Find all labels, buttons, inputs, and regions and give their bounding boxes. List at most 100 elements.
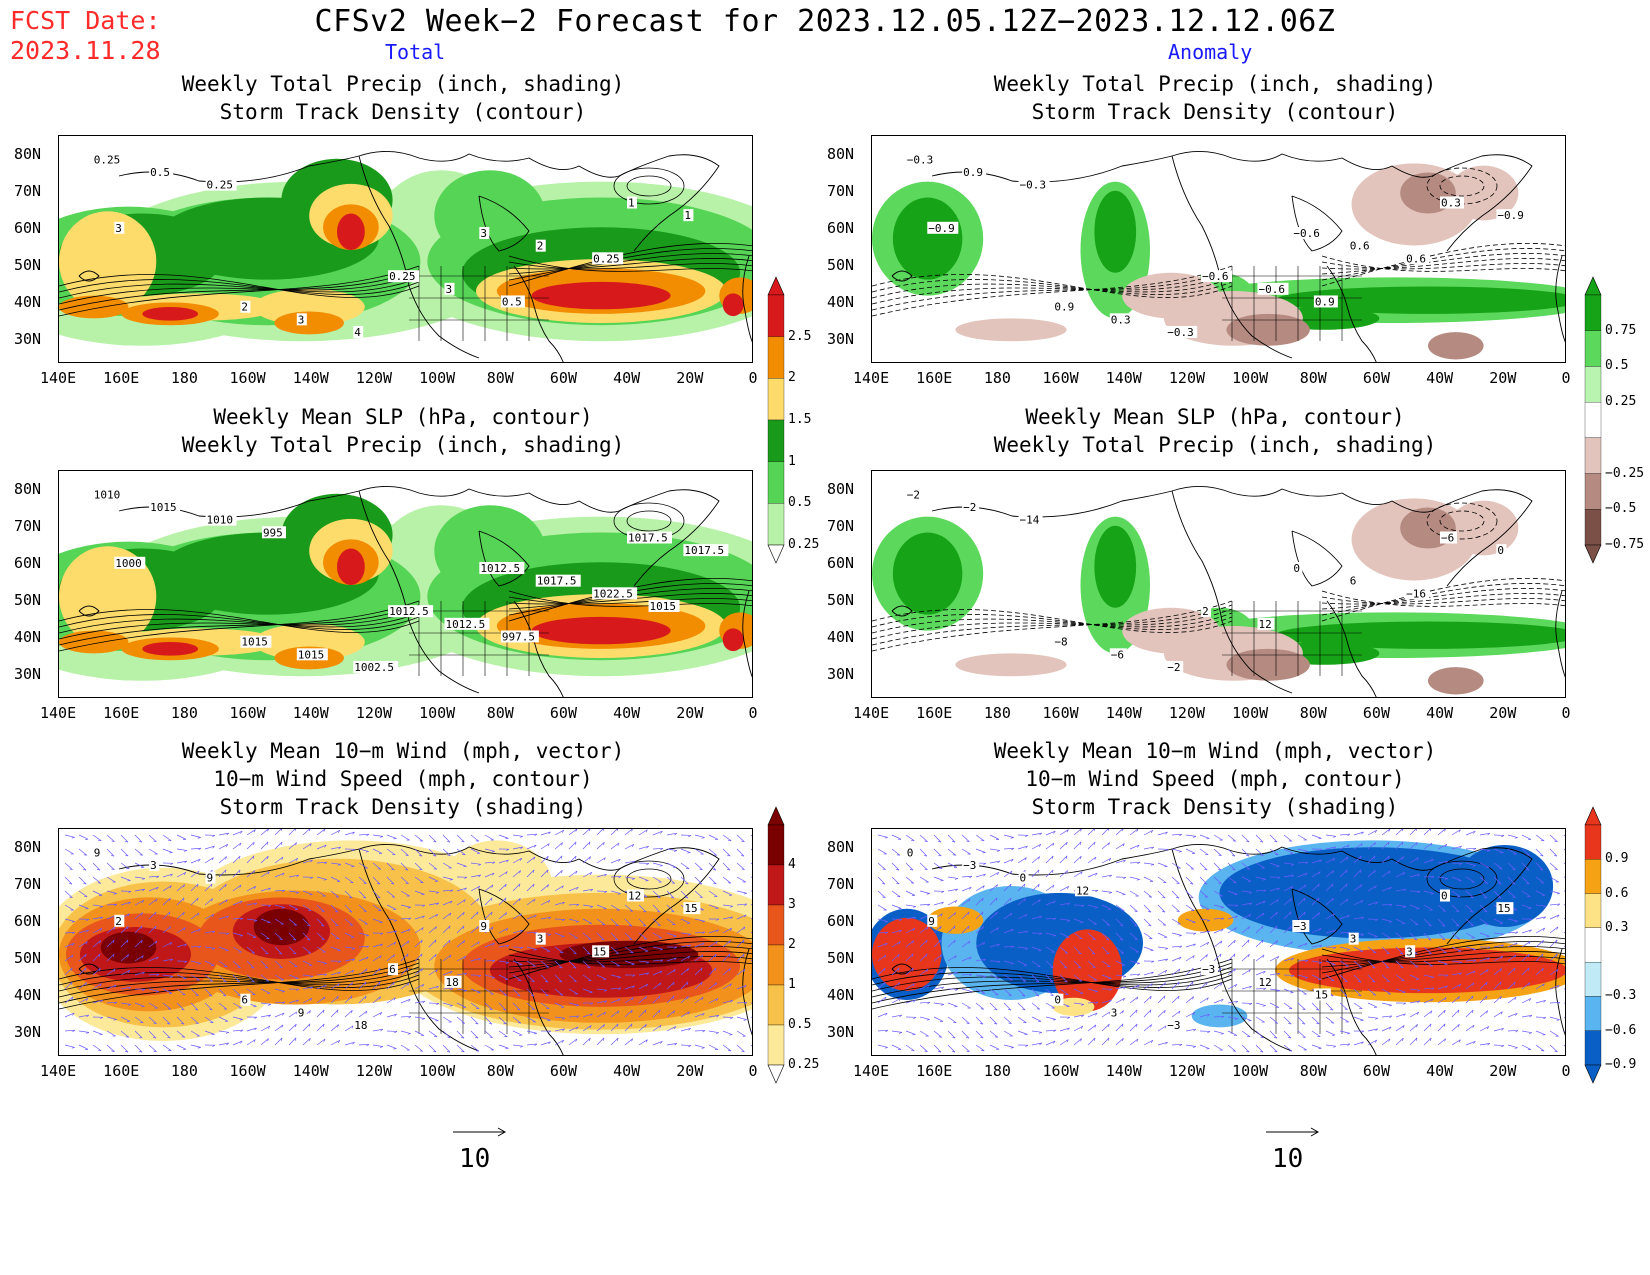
colorbar-label: 2	[788, 937, 796, 952]
colorbar-swatch	[767, 336, 785, 379]
lon-tick-label: 20W	[1489, 369, 1517, 387]
lat-tick-label: 30N	[14, 1023, 42, 1041]
colorbar-swatches	[1584, 276, 1602, 564]
contour-label-bg	[444, 617, 490, 630]
lon-tick-label: 180	[983, 1062, 1011, 1080]
shading-blob	[337, 548, 365, 585]
contour-label: −2	[963, 501, 976, 514]
contour-label-bg	[149, 165, 174, 178]
colorbar-label: −0.75	[1605, 537, 1645, 552]
contour-label: 9	[94, 846, 101, 859]
contour-label-bg	[962, 500, 980, 513]
contour-label-bg	[92, 488, 124, 501]
lon-tick-label: 40W	[1426, 369, 1454, 387]
contour-label: 0.9	[963, 166, 983, 179]
shading-blob	[1455, 844, 1554, 928]
contour-label-bg	[1074, 884, 1092, 897]
lon-tick-label: 160W	[1042, 704, 1079, 722]
lon-tick-label: 60W	[549, 1062, 577, 1080]
lat-tick-label: 80N	[14, 480, 42, 498]
lon-tick-label: 80W	[486, 369, 514, 387]
contour-label-bg	[1109, 1006, 1120, 1019]
contour-label-bg	[535, 574, 581, 587]
lon-tick-label: 0	[1561, 369, 1571, 387]
contour-label-bg	[626, 889, 644, 902]
lon-tick-label: 0	[748, 1062, 758, 1080]
colorbar-swatch	[1584, 294, 1602, 331]
contour-label-bg	[592, 587, 638, 600]
colorbar-label: 3	[788, 897, 796, 912]
contour-label-bg	[500, 630, 539, 643]
contour-label-bg	[1496, 902, 1514, 915]
contour-label: −0.3	[907, 153, 934, 166]
contour-label: 1010	[207, 514, 234, 527]
contour-label: 9	[298, 1006, 305, 1019]
contour-label-bg	[626, 196, 637, 209]
contour-label: 0.6	[1406, 252, 1426, 265]
lon-tick-label: 120W	[355, 369, 393, 387]
panel-3-title-line2: Weekly Total Precip (inch, shading)	[181, 433, 625, 457]
contour-label-bg	[1292, 920, 1310, 933]
contour-label-bg	[683, 902, 701, 915]
contour-label: −16	[1406, 587, 1426, 600]
contour-layer	[872, 502, 1565, 652]
panel-5-title: Weekly Mean 10−m Wind (mph, vector) 10−m…	[58, 737, 748, 821]
contour-label: 3	[1111, 1006, 1118, 1019]
panel-1-title: Weekly Total Precip (inch, shading) Stor…	[58, 70, 748, 126]
contour-label: 12	[1258, 976, 1271, 989]
panel-6-title-line2: 10−m Wind Speed (mph, contour)	[1025, 767, 1405, 791]
lat-tick-label: 50N	[14, 591, 42, 609]
shading-blob	[142, 307, 198, 321]
shading-blob	[892, 532, 963, 615]
contour-label: −0.9	[1497, 209, 1524, 222]
lon-tick-label: 160E	[916, 1062, 953, 1080]
contour-label-bg	[205, 871, 216, 884]
lon-tick-label: 140W	[1105, 704, 1142, 722]
contour-label: 12	[628, 890, 641, 903]
contour-label: 1015	[650, 600, 677, 613]
colorbar-bottom-triangle	[1584, 544, 1602, 564]
fcst-date-value: 2023.11.28	[10, 36, 161, 65]
lat-tick-label: 60N	[827, 912, 855, 930]
contour-label: 0	[1441, 890, 1448, 903]
state-borders-layer	[409, 959, 549, 1034]
lat-tick-label: 60N	[827, 219, 855, 237]
contour-label-bg	[240, 635, 272, 648]
contour-label: 1002.5	[354, 661, 394, 674]
lon-tick-label: 100W	[419, 369, 456, 387]
shading-blob	[100, 931, 157, 964]
lon-tick-label: 140E	[40, 1062, 77, 1080]
colorbar-label: 0.3	[1605, 919, 1629, 935]
contour-label: 3	[115, 222, 122, 235]
contour-label-bg	[353, 1018, 371, 1031]
contour-label-bg	[1313, 295, 1338, 308]
colorbar-swatch	[767, 824, 785, 866]
map-panel-anomaly-wind-storm-density: 0 −3 0 0 −3 −3 3 3 15 12 0 3 −3 9 15 12	[871, 828, 1566, 1056]
lon-tick-label: 40W	[613, 369, 641, 387]
contour-label: 2	[537, 240, 544, 253]
lon-tick-label: 160E	[103, 1062, 140, 1080]
colorbar-label: 0.6	[1605, 885, 1629, 901]
colorbar-swatch	[767, 984, 785, 1026]
lon-tick-label: 80W	[1299, 704, 1327, 722]
colorbar-label: −0.9	[1605, 1057, 1637, 1072]
colorbar-swatch	[1584, 437, 1602, 474]
shading-blob	[253, 623, 365, 661]
map-canvas: −2 0 −8 −6 2 −2 6 −6 0 12 −14 −16 −2	[872, 486, 1565, 697]
contour-label: 15	[684, 902, 697, 915]
shading-blob	[1226, 648, 1310, 681]
contour-label: 18	[354, 1019, 367, 1032]
colorbar-label: 0.25	[1605, 394, 1637, 410]
colorbar-swatch	[1584, 366, 1602, 403]
vector-scale-label: 10	[459, 1144, 491, 1174]
shading-blob	[531, 616, 671, 645]
lon-tick-label: 60W	[1362, 704, 1390, 722]
contour-label-bg	[114, 556, 146, 569]
contour-label: 12	[1258, 618, 1271, 631]
shading-blob	[1094, 525, 1137, 608]
shading-blob	[1428, 667, 1484, 695]
contour-label-bg	[479, 920, 490, 933]
contour-label-bg	[683, 209, 694, 222]
contour-label-bg	[444, 975, 462, 988]
lat-tick-label: 50N	[14, 949, 42, 967]
